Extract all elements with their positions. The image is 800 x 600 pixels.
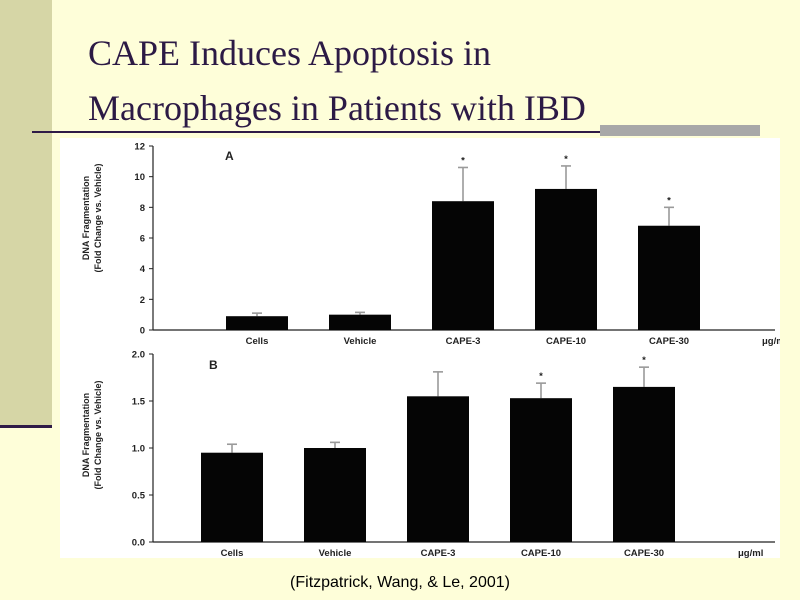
bar (638, 225, 700, 330)
chart-panel-b: 0.0 0.5 1.0 1.5 2.0 B DNA Fragmentation (Fold C… (81, 350, 775, 558)
category-label: CAPE-3 (446, 336, 481, 347)
significance-marker: * (461, 155, 465, 166)
bar (432, 201, 494, 330)
category-label: CAPE-30 (649, 336, 689, 347)
category-label: Vehicle (319, 548, 352, 558)
y-tick-label: 8 (140, 203, 145, 214)
bar (613, 386, 675, 542)
category-label: CAPE-3 (421, 548, 456, 558)
y-tick-label: 6 (140, 234, 145, 245)
y-tick-label: 4 (140, 264, 146, 275)
y-tick-label: 2 (140, 295, 145, 306)
slide-title-line-1: CAPE Induces Apoptosis in (88, 33, 492, 73)
bar (407, 396, 469, 542)
bar (535, 188, 597, 330)
panel-letter: A (225, 149, 234, 163)
citation: (Fitzpatrick, Wang, & Le, 2001) (290, 574, 510, 591)
unit-label: μg/ml (762, 336, 780, 347)
y-tick-label: 0 (140, 326, 145, 337)
chart-panel-a: 0 2 4 6 8 10 12 A DNA Fragmentation (Fold Change … (81, 142, 780, 348)
y-tick-label: 12 (134, 142, 145, 153)
category-label: CAPE-10 (521, 548, 561, 558)
left-decor-line (0, 425, 52, 428)
bar (201, 452, 263, 542)
left-decor-bar (0, 0, 52, 427)
y-axis-label-line-2: (Fold Change vs. Vehicle) (93, 380, 103, 489)
category-label: CAPE-10 (546, 336, 586, 347)
significance-marker: * (667, 195, 671, 206)
significance-marker: * (642, 355, 646, 366)
bar (304, 448, 366, 542)
y-tick-label: 1.0 (132, 444, 145, 455)
category-label: Cells (246, 336, 269, 347)
panel-letter: B (209, 358, 218, 372)
title-underline (32, 131, 760, 133)
category-label: Vehicle (344, 336, 377, 347)
y-axis-label-line-1: DNA Fragmentation (81, 176, 91, 260)
y-tick-label: 0.5 (132, 491, 146, 502)
y-axis-label-line-2: (Fold Change vs. Vehicle) (93, 163, 103, 272)
significance-marker: * (564, 154, 568, 165)
category-label: Cells (221, 548, 244, 558)
bar (510, 398, 572, 542)
slide-title: CAPE Induces Apoptosis in Macrophages in… (88, 26, 768, 136)
y-tick-label: 2.0 (132, 350, 145, 361)
y-tick-label: 1.5 (132, 397, 146, 408)
slide-title-line-2: Macrophages in Patients with IBD (88, 88, 586, 128)
y-tick-label: 0.0 (132, 538, 145, 549)
bar (226, 316, 288, 330)
category-label: CAPE-30 (624, 548, 664, 558)
significance-marker: * (539, 371, 543, 382)
unit-label: μg/ml (738, 548, 763, 558)
y-tick-label: 10 (134, 172, 145, 183)
y-axis-label-line-1: DNA Fragmentation (81, 393, 91, 477)
title-accent-bar (600, 125, 760, 136)
bar (329, 314, 391, 330)
figure-panel: 0 2 4 6 8 10 12 A DNA Fragmentation (Fold Change … (60, 138, 780, 558)
